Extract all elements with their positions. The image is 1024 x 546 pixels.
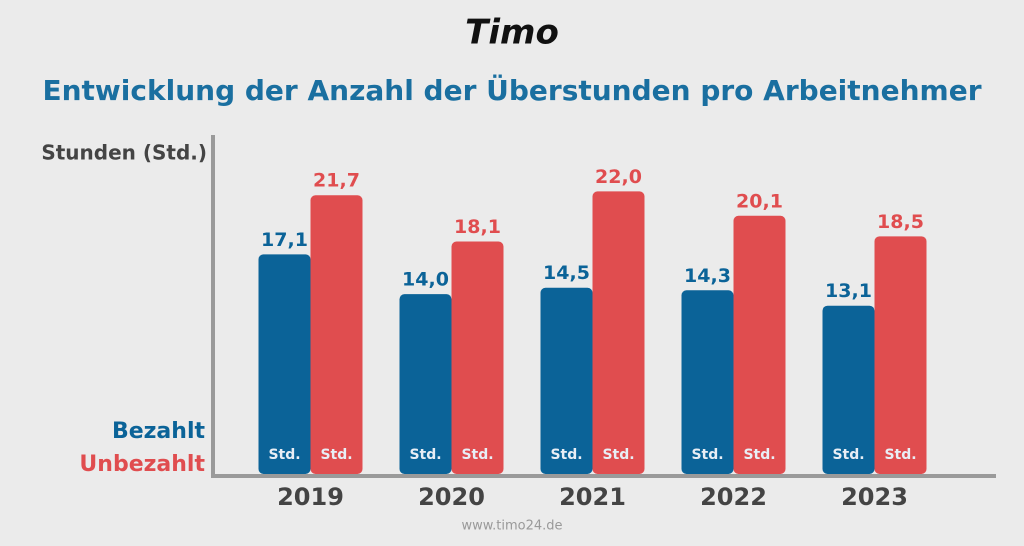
bar <box>822 305 875 474</box>
unit-label: Std. <box>550 447 582 463</box>
y-axis-label: Stunden (Std.) <box>41 141 207 165</box>
bar <box>540 287 593 474</box>
bar <box>310 195 363 474</box>
value-label: 20,1 <box>736 190 783 212</box>
bar <box>592 191 645 474</box>
bar <box>733 215 786 475</box>
value-label: 14,0 <box>402 269 449 291</box>
x-tick-label: 2020 <box>418 483 485 511</box>
unit-label: Std. <box>832 447 864 463</box>
bar <box>451 241 504 474</box>
x-tick-label: 2019 <box>277 483 344 511</box>
legend-entry: Unbezahlt <box>79 452 205 477</box>
unit-label: Std. <box>461 447 493 463</box>
unit-label: Std. <box>691 447 723 463</box>
bar <box>258 254 311 474</box>
x-tick-label: 2023 <box>841 483 908 511</box>
chart-title: Entwicklung der Anzahl der Überstunden p… <box>42 73 981 107</box>
value-label: 14,3 <box>684 265 731 287</box>
value-label: 17,1 <box>261 229 308 251</box>
bar <box>874 236 927 474</box>
value-label: 14,5 <box>543 262 590 284</box>
value-label: 18,1 <box>454 216 501 238</box>
unit-label: Std. <box>320 447 352 463</box>
x-tick-label: 2022 <box>700 483 767 511</box>
value-label: 21,7 <box>313 170 360 192</box>
legend-entry: Bezahlt <box>112 419 206 444</box>
unit-label: Std. <box>884 447 916 463</box>
logo: Timo <box>465 13 559 53</box>
value-label: 18,5 <box>877 211 924 233</box>
value-label: 13,1 <box>825 280 872 302</box>
x-tick-label: 2021 <box>559 483 626 511</box>
bar <box>399 294 452 474</box>
footer: www.timo24.de <box>461 519 562 534</box>
unit-label: Std. <box>409 447 441 463</box>
value-label: 22,0 <box>595 166 642 188</box>
bar <box>681 290 734 474</box>
unit-label: Std. <box>602 447 634 463</box>
unit-label: Std. <box>743 447 775 463</box>
unit-label: Std. <box>268 447 300 463</box>
